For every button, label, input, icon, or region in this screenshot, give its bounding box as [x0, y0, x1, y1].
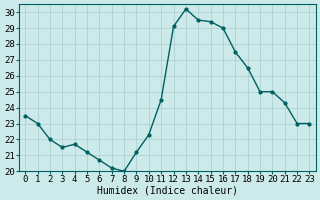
X-axis label: Humidex (Indice chaleur): Humidex (Indice chaleur) [97, 186, 238, 196]
